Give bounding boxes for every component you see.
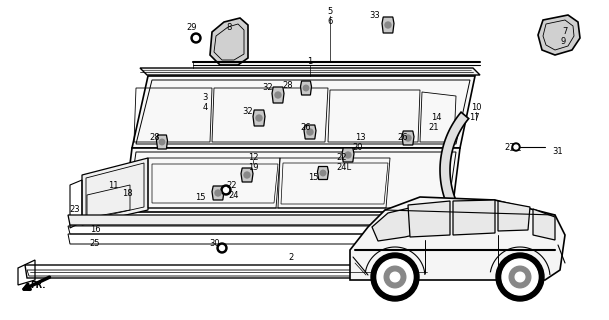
Polygon shape <box>140 68 480 75</box>
Text: 33: 33 <box>370 11 381 20</box>
Text: 2: 2 <box>289 253 294 262</box>
Circle shape <box>514 145 518 149</box>
Polygon shape <box>408 201 450 237</box>
Polygon shape <box>533 209 555 240</box>
Circle shape <box>385 22 391 28</box>
Circle shape <box>219 245 225 251</box>
Circle shape <box>217 243 227 253</box>
Polygon shape <box>124 148 460 212</box>
Circle shape <box>320 170 326 176</box>
Polygon shape <box>132 76 475 148</box>
Text: 24L: 24L <box>336 164 351 172</box>
Text: 17: 17 <box>469 114 479 123</box>
Circle shape <box>405 135 411 141</box>
Polygon shape <box>498 201 530 231</box>
Text: 30: 30 <box>209 238 220 247</box>
Polygon shape <box>402 131 414 145</box>
Text: 15: 15 <box>308 173 319 182</box>
Text: 32: 32 <box>243 108 253 116</box>
Polygon shape <box>241 168 253 182</box>
Polygon shape <box>372 205 422 241</box>
Polygon shape <box>300 81 311 95</box>
Circle shape <box>221 185 231 195</box>
Circle shape <box>303 85 309 91</box>
Text: 28: 28 <box>150 133 160 142</box>
Text: 15: 15 <box>195 194 205 203</box>
Text: 19: 19 <box>248 164 258 172</box>
Text: 27: 27 <box>505 143 515 153</box>
Polygon shape <box>538 15 580 55</box>
Circle shape <box>224 188 228 193</box>
Polygon shape <box>210 18 248 65</box>
Text: 3: 3 <box>202 93 208 102</box>
Polygon shape <box>342 148 354 162</box>
Circle shape <box>256 115 262 121</box>
Polygon shape <box>68 215 452 225</box>
Text: 5: 5 <box>328 7 333 17</box>
Text: 22: 22 <box>227 180 238 189</box>
Text: 20: 20 <box>353 143 363 153</box>
Circle shape <box>390 272 400 282</box>
Circle shape <box>371 253 419 301</box>
Text: 6: 6 <box>327 18 333 27</box>
Text: 25: 25 <box>90 238 100 247</box>
Circle shape <box>244 172 250 178</box>
Text: 7: 7 <box>562 28 568 36</box>
Text: 16: 16 <box>90 226 100 235</box>
Circle shape <box>512 143 520 151</box>
Polygon shape <box>212 186 224 200</box>
Circle shape <box>275 92 281 98</box>
Text: 18: 18 <box>122 188 132 197</box>
Polygon shape <box>272 87 284 103</box>
Polygon shape <box>440 112 516 259</box>
Text: 22: 22 <box>337 154 347 163</box>
Text: 24: 24 <box>229 191 239 201</box>
Polygon shape <box>304 125 316 139</box>
Text: 9: 9 <box>560 37 566 46</box>
Text: 29: 29 <box>187 23 197 33</box>
Text: 10: 10 <box>471 103 481 113</box>
Circle shape <box>496 253 544 301</box>
Text: 14: 14 <box>431 114 442 123</box>
Polygon shape <box>253 110 265 126</box>
Circle shape <box>515 272 525 282</box>
Circle shape <box>215 190 221 196</box>
Circle shape <box>502 259 538 295</box>
Circle shape <box>509 266 531 288</box>
Text: 4: 4 <box>202 103 208 113</box>
Text: 31: 31 <box>553 148 563 156</box>
Text: 26: 26 <box>301 124 311 132</box>
Text: 26: 26 <box>398 133 408 142</box>
Circle shape <box>345 152 351 158</box>
Text: 13: 13 <box>354 133 365 142</box>
Polygon shape <box>350 197 565 280</box>
Circle shape <box>159 139 165 145</box>
Circle shape <box>307 129 313 135</box>
Text: 21: 21 <box>429 124 439 132</box>
Text: FR.: FR. <box>30 281 46 290</box>
Text: 28: 28 <box>283 81 294 90</box>
Circle shape <box>194 36 199 41</box>
Polygon shape <box>82 158 148 225</box>
Polygon shape <box>382 17 394 33</box>
Circle shape <box>384 266 406 288</box>
Polygon shape <box>317 166 328 180</box>
Text: 32: 32 <box>262 84 273 92</box>
Text: 23: 23 <box>69 205 80 214</box>
Polygon shape <box>157 135 167 149</box>
Polygon shape <box>453 200 495 235</box>
Circle shape <box>377 259 413 295</box>
Text: 8: 8 <box>227 23 231 33</box>
Circle shape <box>191 33 201 43</box>
Text: 1: 1 <box>308 58 312 67</box>
Text: 12: 12 <box>248 154 258 163</box>
Text: 11: 11 <box>108 180 118 189</box>
